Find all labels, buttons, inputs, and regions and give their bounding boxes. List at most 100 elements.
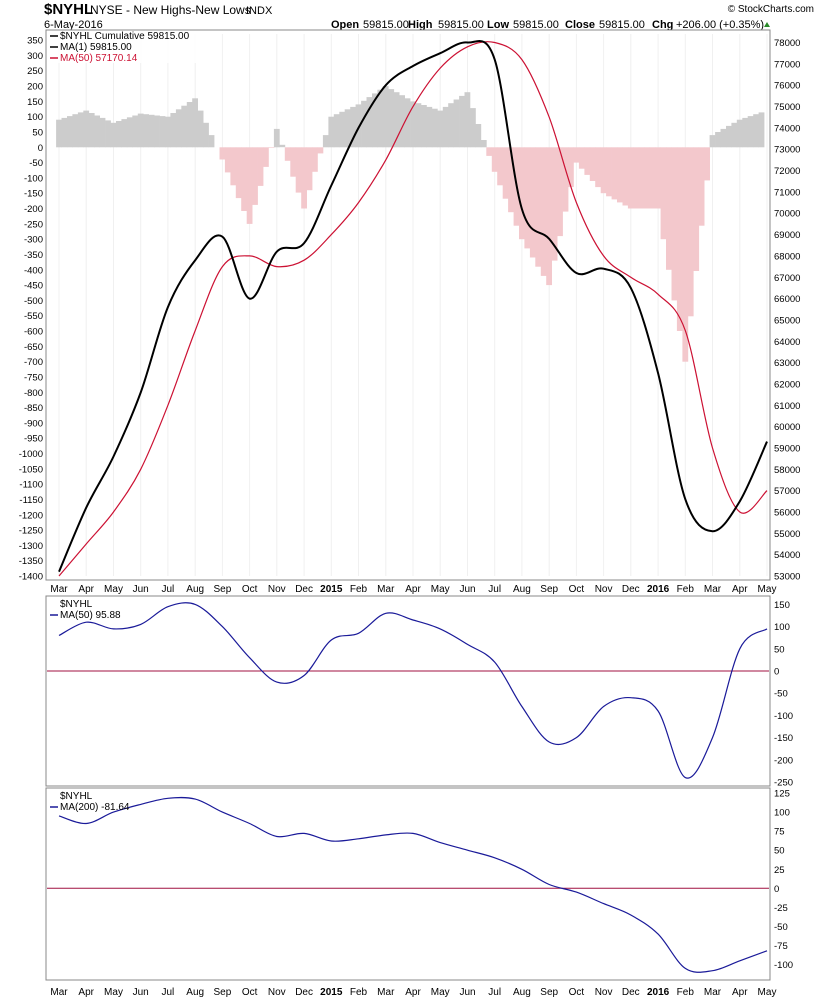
left-tick-label: -1350: [19, 556, 43, 567]
month-label: Mar: [50, 987, 68, 998]
histogram-bar: [192, 98, 198, 148]
histogram-bar: [742, 117, 749, 148]
left-tick-label: -50: [29, 158, 43, 169]
histogram-bar: [682, 147, 689, 362]
histogram-bar: [491, 147, 498, 172]
left-tick-label: -800: [24, 388, 43, 399]
histogram-bar: [546, 147, 552, 286]
histogram-bar: [279, 144, 286, 148]
left-tick-label: 200: [27, 82, 43, 93]
histogram-bar: [480, 140, 487, 148]
low-value: 59815.00: [513, 19, 559, 31]
exchange-name: NYSE - New Highs-New Lows: [90, 3, 251, 17]
histogram-bar: [295, 147, 302, 193]
legend-ma200-panel-value: MA(200) -81.64: [60, 802, 130, 813]
histogram-bar: [197, 110, 204, 148]
month-label: May: [431, 584, 450, 595]
histogram-bar: [154, 115, 160, 148]
right-tick-label: 57000: [774, 486, 800, 497]
histogram-bar: [339, 111, 346, 148]
month-label: Apr: [78, 584, 94, 595]
histogram-bar: [175, 109, 182, 148]
right-tick-label: 55000: [774, 529, 800, 540]
main-panel-series: [58, 40, 768, 577]
histogram-bar: [126, 117, 133, 148]
right-tick-label: 61000: [774, 401, 800, 412]
histogram-bar: [584, 147, 591, 175]
histogram-bar: [486, 147, 493, 156]
histogram-bar: [333, 114, 340, 148]
histogram-bar: [557, 147, 563, 237]
histogram-bar: [437, 110, 444, 148]
month-label: Feb: [677, 987, 695, 998]
right-tick-label: 54000: [774, 550, 800, 561]
month-label: Mar: [377, 584, 395, 595]
month-label: Nov: [268, 987, 286, 998]
close-label: Close: [565, 19, 595, 31]
ma50-line: [58, 41, 768, 577]
left-tick-label: -300: [24, 235, 43, 246]
histogram-bar: [568, 147, 574, 188]
right-tick-label: 73000: [774, 145, 800, 156]
month-label: May: [104, 987, 123, 998]
histogram-bar: [715, 132, 721, 148]
histogram-bar: [301, 147, 307, 209]
ma50-legend: $NYHL MA(50) 95.88: [50, 599, 121, 621]
histogram-bar: [116, 121, 122, 148]
month-label: Jun: [133, 584, 149, 595]
histogram-bar: [306, 147, 313, 191]
ma200-legend: $NYHL MA(200) -81.64: [50, 791, 130, 813]
histogram-bar: [600, 147, 607, 194]
histogram-bar: [284, 147, 291, 161]
histogram-bar: [121, 119, 128, 148]
cumulative-line: [58, 40, 768, 573]
histogram-bar: [660, 147, 667, 240]
legend-ma50-panel-value: MA(50) 95.88: [60, 610, 121, 621]
month-label: Jul: [162, 584, 175, 595]
histogram-bar: [448, 103, 454, 148]
legend-cumulative: $NYHL Cumulative 59815.00: [60, 31, 190, 42]
left-tick-label: -400: [24, 265, 43, 276]
left-tick-label: -950: [24, 434, 43, 445]
histogram-bar: [535, 147, 542, 267]
right-tick-label: 67000: [774, 273, 800, 284]
histogram-bar: [366, 97, 373, 148]
histogram-bar: [453, 99, 460, 148]
histogram-bar: [758, 112, 765, 148]
histogram-bar: [551, 147, 558, 261]
main-legend: $NYHL Cumulative 59815.00 MA(1) 59815.00…: [48, 31, 213, 64]
month-label: Feb: [677, 584, 695, 595]
panel-tick-label: 75: [774, 827, 785, 838]
histogram-bar: [241, 147, 247, 211]
right-tick-label: 71000: [774, 187, 800, 198]
histogram-bar: [459, 95, 465, 148]
histogram-bar: [186, 102, 193, 148]
histogram-bar: [704, 147, 710, 181]
right-tick-label: 74000: [774, 123, 800, 134]
histogram-bar: [219, 147, 226, 160]
month-label: Feb: [350, 987, 368, 998]
month-label: Apr: [405, 987, 421, 998]
month-label: Dec: [622, 584, 640, 595]
left-tick-label: -750: [24, 373, 43, 384]
right-tick-label: 78000: [774, 38, 800, 49]
right-tick-label: 66000: [774, 294, 800, 305]
histogram-bar: [99, 117, 106, 148]
left-tick-label: -550: [24, 311, 43, 322]
ma200-axis-ticks: 125 100 75 50 25 0 -25 -50 -75 -100: [774, 789, 793, 972]
month-label: May: [758, 987, 777, 998]
histogram-bar: [573, 147, 580, 163]
panel-tick-label: -75: [774, 941, 788, 952]
left-tick-label: -1150: [19, 495, 43, 506]
histogram-bar: [399, 95, 405, 148]
month-label: Nov: [595, 584, 613, 595]
histogram-bar: [235, 147, 242, 199]
month-label: May: [758, 584, 777, 595]
legend-ma200-panel-symbol: $NYHL: [60, 791, 93, 802]
histogram-bar: [736, 119, 743, 148]
histogram-bar: [617, 147, 623, 203]
histogram-bar: [676, 147, 683, 331]
histogram-bar: [524, 147, 531, 249]
left-tick-label: -1250: [19, 526, 43, 537]
histogram-bar: [170, 113, 177, 148]
